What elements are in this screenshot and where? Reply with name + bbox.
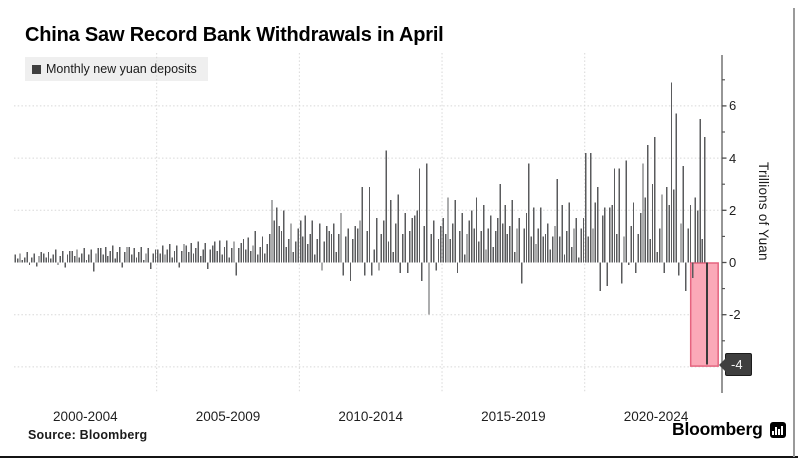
legend-swatch-icon <box>32 64 41 74</box>
legend-label: Monthly new yuan deposits <box>46 62 197 76</box>
last-value-badge: -4 <box>725 353 752 376</box>
bloomberg-wordmark: Bloomberg <box>672 419 763 439</box>
y-axis-title: Trillions of Yuan <box>756 162 771 261</box>
source-note: Source: Bloomberg <box>28 428 148 442</box>
bloomberg-logo: Bloomberg <box>672 419 786 440</box>
chart-title: China Saw Record Bank Withdrawals in Apr… <box>25 24 444 46</box>
bottom-divider <box>0 456 798 458</box>
bloomberg-chart-bubble-icon <box>769 421 786 438</box>
legend: Monthly new yuan deposits <box>25 57 208 81</box>
right-edge-divider <box>793 8 795 457</box>
